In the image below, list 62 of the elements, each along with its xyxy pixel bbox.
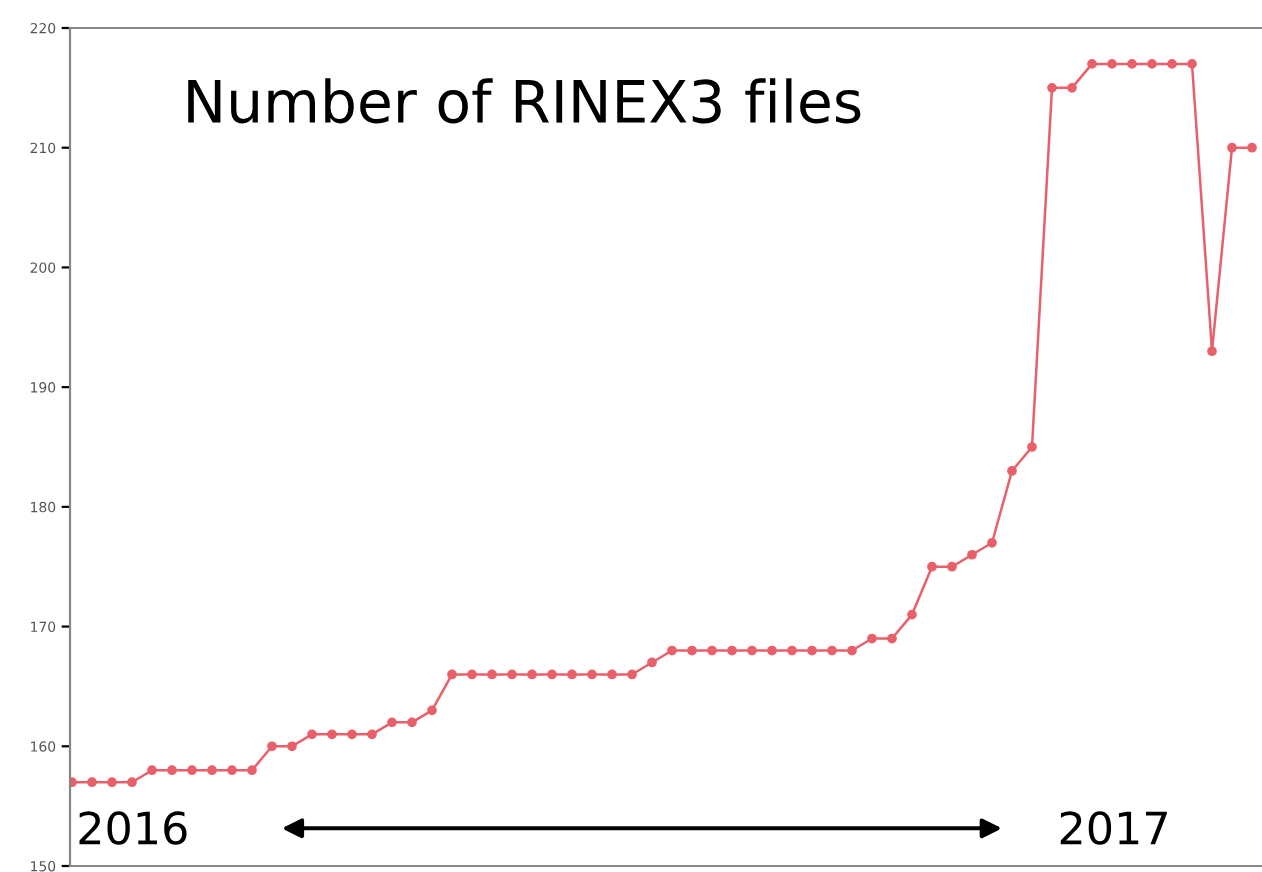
point xyxy=(127,777,137,788)
point xyxy=(627,669,637,680)
point xyxy=(787,645,797,656)
point xyxy=(667,645,677,656)
point xyxy=(1047,82,1057,93)
point xyxy=(1207,346,1217,357)
point xyxy=(1107,59,1117,69)
point xyxy=(487,669,497,680)
point xyxy=(307,729,317,740)
point xyxy=(1167,59,1177,69)
point xyxy=(967,549,977,560)
point xyxy=(767,645,777,656)
point xyxy=(407,717,417,728)
point xyxy=(1147,59,1157,69)
point xyxy=(447,669,457,680)
annotation: 2017 xyxy=(1060,811,1167,845)
point xyxy=(187,765,197,776)
point xyxy=(367,729,377,740)
point xyxy=(247,765,257,776)
point xyxy=(827,645,837,656)
point xyxy=(687,645,697,656)
point xyxy=(507,669,517,680)
point xyxy=(387,717,397,728)
text: Number of RINEX3 files xyxy=(188,78,861,124)
point xyxy=(527,669,537,680)
point xyxy=(347,729,357,740)
point xyxy=(1247,142,1257,153)
point xyxy=(747,645,757,656)
point xyxy=(227,765,237,776)
point xyxy=(807,645,817,656)
point xyxy=(467,669,477,680)
point xyxy=(647,657,657,668)
point xyxy=(147,765,157,776)
point xyxy=(587,669,597,680)
point xyxy=(887,633,897,644)
point xyxy=(607,669,617,680)
point xyxy=(327,729,337,740)
point xyxy=(287,741,297,752)
point xyxy=(207,765,217,776)
point xyxy=(907,609,917,620)
point xyxy=(1027,442,1037,452)
point xyxy=(567,669,577,680)
point xyxy=(867,633,877,644)
point xyxy=(267,741,277,752)
point xyxy=(847,645,857,656)
point xyxy=(927,561,937,572)
point xyxy=(167,765,177,776)
point xyxy=(947,561,957,572)
point xyxy=(1067,82,1077,93)
point xyxy=(547,669,557,680)
point xyxy=(1187,59,1197,69)
point xyxy=(727,645,737,656)
point xyxy=(1007,466,1017,476)
point xyxy=(1087,59,1097,69)
point xyxy=(707,645,717,656)
point xyxy=(427,705,437,716)
point xyxy=(107,777,117,788)
point xyxy=(1227,142,1237,153)
annotation: 2016 xyxy=(79,811,187,845)
point xyxy=(987,537,997,548)
point xyxy=(1127,59,1137,69)
point xyxy=(87,777,97,788)
